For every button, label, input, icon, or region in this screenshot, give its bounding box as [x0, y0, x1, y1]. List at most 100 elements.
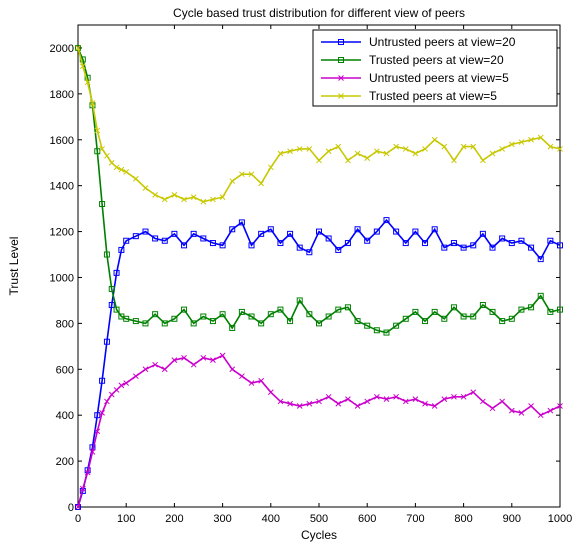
legend-item: Untrusted peers at view=5	[321, 71, 509, 85]
y-tick-label: 1000	[50, 272, 74, 284]
x-tick-label: 800	[454, 513, 472, 525]
data-point	[499, 146, 506, 152]
legend-marker	[338, 39, 344, 45]
data-point	[431, 226, 438, 233]
data-point	[296, 146, 303, 152]
data-point	[335, 143, 342, 150]
data-point	[200, 313, 207, 320]
data-point	[508, 141, 515, 148]
data-point	[209, 318, 216, 325]
data-point	[547, 407, 554, 414]
legend: Untrusted peers at view=20 Trusted peers …	[312, 29, 558, 107]
data-point	[316, 228, 322, 235]
data-point	[238, 308, 245, 315]
data-point	[132, 318, 139, 325]
x-axis: 0 100 200 300 400 500 600 700 800 900 1000	[75, 25, 572, 525]
legend-item: Trusted peers at view=5	[321, 89, 497, 103]
data-point	[296, 244, 303, 251]
data-point	[113, 164, 120, 171]
data-point	[345, 396, 351, 402]
data-point	[354, 403, 361, 409]
data-point	[103, 338, 110, 345]
legend-marker	[338, 57, 344, 63]
data-point	[200, 235, 207, 242]
data-point	[489, 150, 496, 157]
data-point	[248, 242, 255, 249]
data-point	[470, 143, 477, 150]
data-point	[99, 201, 106, 208]
data-point	[118, 166, 125, 173]
data-point	[557, 306, 563, 313]
data-point	[373, 393, 380, 400]
data-point	[104, 398, 110, 405]
data-point	[190, 194, 197, 200]
data-point	[89, 449, 96, 455]
data-point	[277, 306, 284, 313]
data-point	[229, 226, 236, 233]
x-tick-label: 0	[75, 513, 81, 525]
data-point	[248, 380, 255, 386]
data-point	[528, 403, 534, 409]
data-point	[181, 306, 188, 313]
data-point	[422, 240, 429, 247]
data-point	[450, 304, 457, 311]
data-point	[431, 136, 438, 143]
data-point	[75, 504, 81, 510]
data-point	[287, 230, 294, 237]
x-axis-title: Cycles	[301, 528, 337, 542]
data-point	[316, 320, 322, 327]
data-point	[373, 327, 380, 334]
data-point	[277, 150, 284, 157]
y-tick-label: 400	[56, 410, 74, 422]
data-point	[508, 407, 515, 414]
data-point	[210, 196, 216, 203]
data-point	[325, 148, 332, 155]
data-point	[239, 373, 245, 380]
data-point	[316, 398, 322, 405]
data-point	[132, 373, 139, 380]
data-point	[181, 242, 188, 249]
data-point	[118, 246, 125, 253]
data-point	[258, 320, 265, 327]
series-1	[75, 217, 563, 510]
x-tick-label: 300	[213, 513, 231, 525]
data-point	[364, 237, 371, 244]
data-point	[142, 228, 149, 235]
data-point	[451, 157, 457, 164]
data-point	[470, 389, 477, 396]
data-point	[451, 393, 457, 400]
x-tick-label: 700	[406, 513, 424, 525]
y-tick-label: 600	[56, 364, 74, 376]
data-point	[479, 230, 486, 237]
legend-marker	[338, 75, 344, 81]
data-point	[248, 171, 255, 178]
series-4	[75, 45, 563, 205]
data-point	[547, 237, 554, 244]
data-point	[258, 377, 265, 384]
data-point	[547, 308, 554, 315]
data-point	[518, 237, 525, 244]
data-point	[402, 240, 409, 247]
data-point	[508, 315, 515, 322]
data-point	[181, 196, 187, 203]
data-point	[528, 136, 534, 143]
data-point	[431, 308, 438, 315]
data-point	[123, 169, 130, 175]
data-point	[108, 302, 115, 309]
x-tick-label: 200	[165, 513, 183, 525]
data-point	[161, 320, 168, 327]
data-point	[248, 313, 255, 320]
data-point	[118, 382, 125, 389]
data-point	[412, 228, 419, 235]
data-point	[489, 244, 496, 251]
data-point	[132, 233, 139, 240]
data-point	[99, 146, 105, 152]
data-point	[489, 308, 496, 315]
data-point	[422, 146, 428, 152]
data-point	[132, 175, 139, 182]
data-point	[412, 150, 419, 157]
data-point	[296, 297, 303, 304]
data-point	[287, 400, 293, 407]
legend-marker	[338, 93, 344, 99]
data-point	[373, 228, 380, 235]
